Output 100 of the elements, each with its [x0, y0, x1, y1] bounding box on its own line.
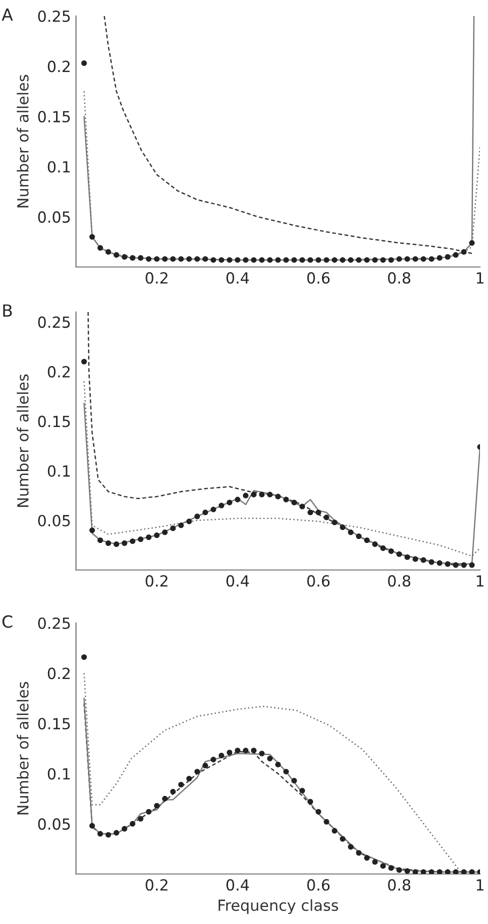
point	[202, 510, 208, 516]
x-tick-label: 0.2	[146, 272, 168, 284]
point	[194, 514, 200, 520]
point	[250, 748, 257, 754]
point	[332, 257, 338, 263]
point	[226, 750, 232, 756]
point	[162, 530, 168, 536]
point	[218, 752, 224, 758]
point	[138, 255, 144, 261]
y-tick-label: 0.05	[38, 211, 70, 223]
point	[226, 500, 232, 506]
point	[316, 808, 322, 815]
point	[291, 257, 297, 263]
point	[146, 256, 152, 262]
point	[81, 654, 87, 660]
point	[234, 257, 240, 263]
point	[340, 524, 346, 530]
point	[122, 826, 128, 832]
point	[259, 257, 265, 263]
x-tick-label: 1	[476, 272, 484, 284]
point	[420, 256, 426, 262]
x-tick-label: 0.8	[388, 575, 410, 587]
x-tick-label: 1	[476, 575, 484, 586]
point	[138, 536, 144, 542]
point	[154, 256, 160, 262]
point	[380, 545, 386, 551]
point	[283, 768, 289, 774]
point	[170, 256, 176, 262]
point	[396, 551, 402, 557]
point	[89, 823, 95, 829]
point	[412, 869, 418, 874]
y-tick-label: 0.05	[38, 514, 70, 526]
y-axis-title: Number of alleles	[16, 374, 29, 507]
point	[242, 492, 248, 498]
point	[275, 494, 281, 500]
text: B	[3, 304, 12, 317]
y-tick-label: 0.1	[48, 768, 70, 780]
point	[364, 257, 370, 263]
point	[444, 254, 450, 260]
point	[299, 257, 306, 263]
point	[178, 522, 184, 528]
point	[372, 859, 378, 865]
x-tick-label: 0.6	[307, 879, 330, 891]
point	[348, 257, 354, 263]
point	[324, 514, 330, 520]
point	[114, 541, 120, 547]
point	[348, 844, 354, 850]
text: C	[2, 615, 12, 628]
point	[372, 257, 378, 263]
point	[218, 502, 224, 508]
point	[186, 776, 192, 782]
point	[444, 561, 450, 567]
point	[226, 257, 232, 263]
point	[372, 541, 378, 547]
point	[436, 869, 442, 874]
point	[210, 257, 216, 263]
point	[154, 532, 160, 538]
point	[81, 60, 87, 66]
line-series	[83, 380, 480, 557]
x-tick-label: 0.2	[146, 575, 168, 587]
point	[388, 548, 394, 554]
point	[97, 537, 104, 544]
point	[380, 257, 386, 263]
point	[356, 850, 362, 856]
point	[275, 257, 281, 263]
y-tick-label: 0.2	[48, 60, 70, 72]
point	[428, 869, 434, 874]
point	[130, 255, 136, 261]
y-tick-label: 0.15	[38, 110, 70, 122]
point	[267, 492, 273, 498]
point	[412, 256, 418, 262]
point	[162, 256, 168, 262]
point	[114, 252, 120, 258]
point	[412, 556, 418, 562]
x-axis-title: Frequency class	[218, 899, 338, 914]
point	[146, 808, 152, 815]
point	[194, 768, 200, 774]
point	[242, 748, 248, 754]
point	[332, 520, 338, 526]
y-tick-label: 0.15	[38, 416, 70, 428]
point	[428, 256, 434, 262]
point	[89, 234, 95, 240]
point	[170, 788, 176, 794]
point	[210, 506, 216, 512]
x-tick-label: 0.4	[226, 272, 249, 284]
point	[275, 762, 281, 768]
point	[316, 510, 322, 516]
point	[308, 510, 314, 516]
point	[291, 500, 297, 506]
point	[452, 252, 459, 258]
y-tick-label: 0.1	[48, 465, 70, 477]
point	[250, 257, 257, 263]
point	[461, 249, 467, 255]
point	[162, 796, 168, 802]
y-tick-label: 0.25	[38, 10, 70, 22]
point	[452, 869, 459, 874]
point	[186, 518, 192, 524]
point	[420, 869, 426, 874]
point	[130, 538, 136, 544]
y-tick-label: 0.15	[38, 718, 70, 730]
